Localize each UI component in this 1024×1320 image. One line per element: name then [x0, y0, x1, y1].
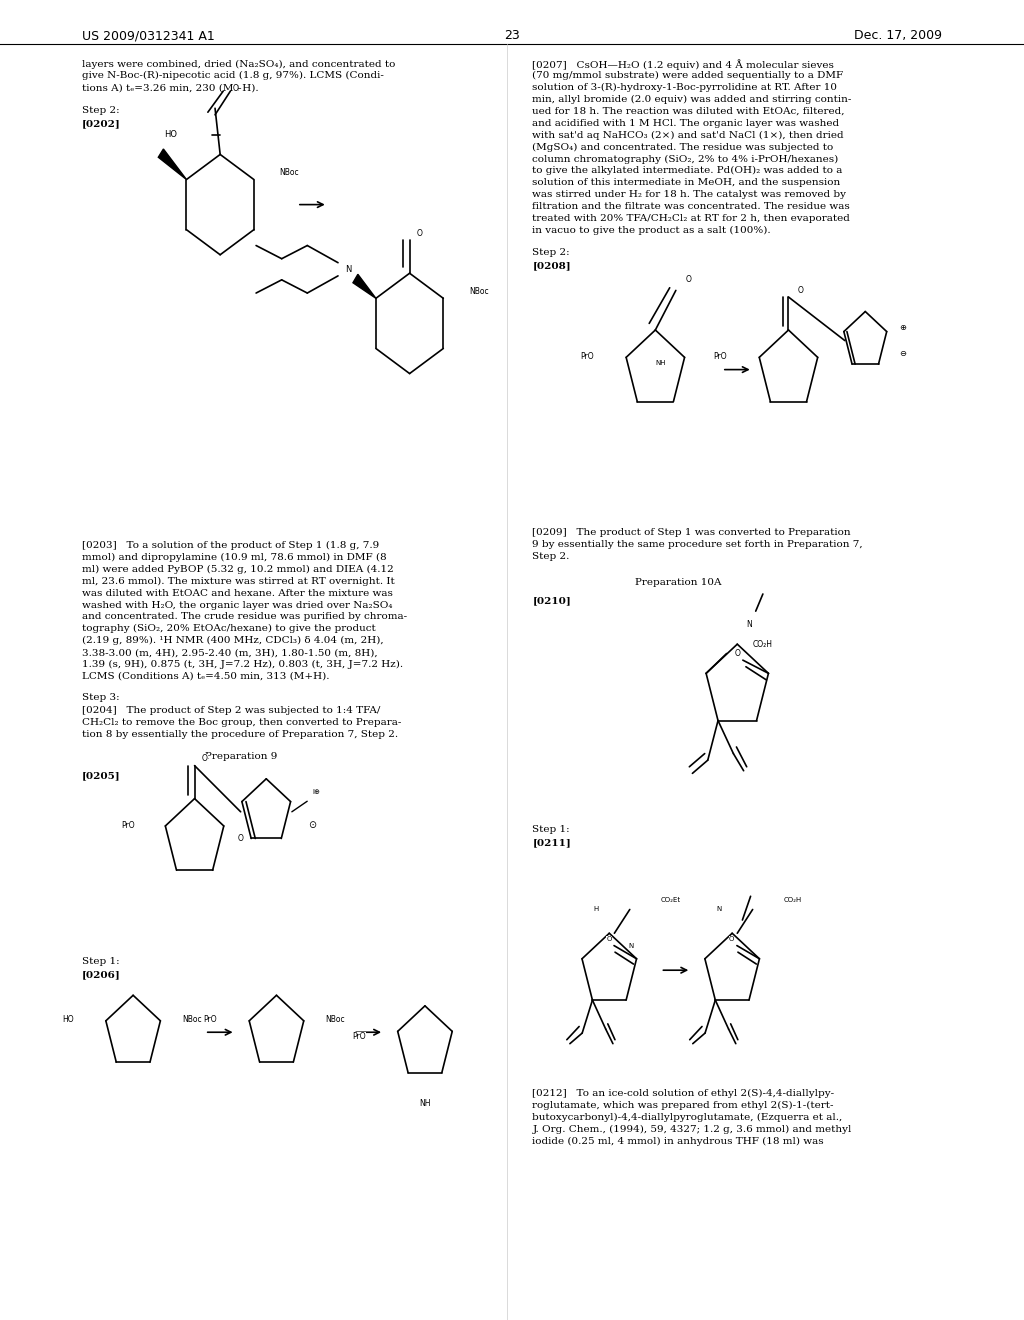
Text: O: O — [417, 230, 423, 238]
Text: give N-Boc-(R)-nipecotic acid (1.8 g, 97%). LCMS (Condi-: give N-Boc-(R)-nipecotic acid (1.8 g, 97… — [82, 71, 384, 81]
Text: min, allyl bromide (2.0 equiv) was added and stirring contin-: min, allyl bromide (2.0 equiv) was added… — [532, 95, 852, 104]
Text: Step 2.: Step 2. — [532, 552, 569, 561]
Text: Step 1:: Step 1: — [532, 825, 570, 834]
Text: Step 1:: Step 1: — [82, 957, 120, 966]
Text: ⊖: ⊖ — [900, 350, 906, 358]
Text: O: O — [798, 286, 804, 294]
Text: O: O — [232, 84, 239, 92]
Text: tion 8 by essentially the procedure of Preparation 7, Step 2.: tion 8 by essentially the procedure of P… — [82, 730, 398, 739]
Text: tography (SiO₂, 20% EtOAc/hexane) to give the product: tography (SiO₂, 20% EtOAc/hexane) to giv… — [82, 624, 376, 634]
Text: O: O — [685, 276, 691, 284]
Polygon shape — [353, 275, 376, 298]
Text: ml, 23.6 mmol). The mixture was stirred at RT overnight. It: ml, 23.6 mmol). The mixture was stirred … — [82, 577, 394, 586]
Text: Step 2:: Step 2: — [532, 248, 570, 257]
Text: O: O — [202, 755, 208, 763]
Text: ml) were added PyBOP (5.32 g, 10.2 mmol) and DIEA (4.12: ml) were added PyBOP (5.32 g, 10.2 mmol)… — [82, 565, 393, 574]
Text: CH₂Cl₂ to remove the Boc group, then converted to Prepara-: CH₂Cl₂ to remove the Boc group, then con… — [82, 718, 401, 727]
Text: Step 2:: Step 2: — [82, 106, 120, 115]
Text: mmol) and dipropylamine (10.9 ml, 78.6 mmol) in DMF (8: mmol) and dipropylamine (10.9 ml, 78.6 m… — [82, 553, 386, 562]
Text: PrO: PrO — [581, 352, 594, 360]
Text: HO: HO — [62, 1015, 74, 1023]
Text: NBoc: NBoc — [469, 288, 488, 296]
Text: (70 mg/mmol substrate) were added sequentially to a DMF: (70 mg/mmol substrate) were added sequen… — [532, 71, 844, 81]
Text: 1.39 (s, 9H), 0.875 (t, 3H, J=7.2 Hz), 0.803 (t, 3H, J=7.2 Hz).: 1.39 (s, 9H), 0.875 (t, 3H, J=7.2 Hz), 0… — [82, 660, 403, 669]
Text: was diluted with EtOAC and hexane. After the mixture was: was diluted with EtOAC and hexane. After… — [82, 589, 393, 598]
Text: ⊙: ⊙ — [308, 820, 316, 830]
Text: and concentrated. The crude residue was purified by chroma-: and concentrated. The crude residue was … — [82, 612, 408, 622]
Text: with sat'd aq NaHCO₃ (2×) and sat'd NaCl (1×), then dried: with sat'd aq NaHCO₃ (2×) and sat'd NaCl… — [532, 131, 844, 140]
Text: was stirred under H₂ for 18 h. The catalyst was removed by: was stirred under H₂ for 18 h. The catal… — [532, 190, 847, 199]
Text: column chromatography (SiO₂, 2% to 4% i-PrOH/hexanes): column chromatography (SiO₂, 2% to 4% i-… — [532, 154, 839, 164]
Text: [0209]   The product of Step 1 was converted to Preparation: [0209] The product of Step 1 was convert… — [532, 528, 851, 537]
Text: 23: 23 — [504, 29, 520, 42]
Text: HO: HO — [164, 131, 177, 139]
Text: [0205]: [0205] — [82, 771, 121, 780]
Text: [0206]: [0206] — [82, 970, 121, 979]
Text: [0211]: [0211] — [532, 838, 571, 847]
Text: and acidified with 1 M HCl. The organic layer was washed: and acidified with 1 M HCl. The organic … — [532, 119, 840, 128]
Text: Dec. 17, 2009: Dec. 17, 2009 — [854, 29, 942, 42]
Text: Preparation 10A: Preparation 10A — [635, 578, 721, 587]
Text: roglutamate, which was prepared from ethyl 2(S)-1-(tert-: roglutamate, which was prepared from eth… — [532, 1101, 834, 1110]
Text: [0210]: [0210] — [532, 597, 571, 606]
Text: PrO: PrO — [204, 1015, 217, 1023]
Polygon shape — [159, 149, 186, 180]
Text: N: N — [746, 620, 753, 628]
Text: N: N — [345, 265, 351, 273]
Text: O: O — [238, 834, 244, 842]
Text: [0204]   The product of Step 2 was subjected to 1:4 TFA/: [0204] The product of Step 2 was subject… — [82, 706, 380, 715]
Text: LCMS (Conditions A) tₑ=4.50 min, 313 (M+H).: LCMS (Conditions A) tₑ=4.50 min, 313 (M+… — [82, 672, 330, 681]
Text: 9 by essentially the same procedure set forth in Preparation 7,: 9 by essentially the same procedure set … — [532, 540, 863, 549]
Text: (MgSO₄) and concentrated. The residue was subjected to: (MgSO₄) and concentrated. The residue wa… — [532, 143, 834, 152]
Text: NH: NH — [655, 360, 666, 366]
Text: butoxycarbonyl)-4,4-diallylpyroglutamate, (Ezquerra et al.,: butoxycarbonyl)-4,4-diallylpyroglutamate… — [532, 1113, 843, 1122]
Text: ued for 18 h. The reaction was diluted with EtOAc, filtered,: ued for 18 h. The reaction was diluted w… — [532, 107, 845, 116]
Text: NH: NH — [419, 1100, 431, 1107]
Text: layers were combined, dried (Na₂SO₄), and concentrated to: layers were combined, dried (Na₂SO₄), an… — [82, 59, 395, 69]
Text: PrO: PrO — [714, 352, 727, 360]
Text: Step 3:: Step 3: — [82, 693, 120, 702]
Text: [0212]   To an ice-cold solution of ethyl 2(S)-4,4-diallylpy-: [0212] To an ice-cold solution of ethyl … — [532, 1089, 835, 1098]
Text: PrO: PrO — [122, 821, 135, 829]
Text: NBoc: NBoc — [182, 1015, 202, 1023]
Text: solution of 3-(R)-hydroxy-1-Boc-pyrrolidine at RT. After 10: solution of 3-(R)-hydroxy-1-Boc-pyrrolid… — [532, 83, 838, 92]
Text: [0208]: [0208] — [532, 261, 571, 271]
Text: N: N — [629, 942, 634, 949]
Text: solution of this intermediate in MeOH, and the suspension: solution of this intermediate in MeOH, a… — [532, 178, 841, 187]
Text: H: H — [594, 907, 599, 912]
Text: iodide (0.25 ml, 4 mmol) in anhydrous THF (18 ml) was: iodide (0.25 ml, 4 mmol) in anhydrous TH… — [532, 1137, 824, 1146]
Text: CO₂Et: CO₂Et — [660, 898, 681, 903]
Text: filtration and the filtrate was concentrated. The residue was: filtration and the filtrate was concentr… — [532, 202, 850, 211]
Text: treated with 20% TFA/CH₂Cl₂ at RT for 2 h, then evaporated: treated with 20% TFA/CH₂Cl₂ at RT for 2 … — [532, 214, 850, 223]
Text: [0207]   CsOH—H₂O (1.2 equiv) and 4 Å molecular sieves: [0207] CsOH—H₂O (1.2 equiv) and 4 Å mole… — [532, 59, 835, 70]
Text: Preparation 9: Preparation 9 — [205, 752, 278, 762]
Text: in vacuo to give the product as a salt (100%).: in vacuo to give the product as a salt (… — [532, 226, 771, 235]
Text: ⊕: ⊕ — [900, 323, 906, 331]
Text: washed with H₂O, the organic layer was dried over Na₂SO₄: washed with H₂O, the organic layer was d… — [82, 601, 392, 610]
Text: US 2009/0312341 A1: US 2009/0312341 A1 — [82, 29, 215, 42]
Text: NBoc: NBoc — [326, 1015, 345, 1023]
Text: PrO: PrO — [352, 1032, 366, 1040]
Text: O: O — [735, 649, 740, 659]
Text: CO₂H: CO₂H — [753, 640, 772, 649]
Text: (2.19 g, 89%). ¹H NMR (400 MHz, CDCl₃) δ 4.04 (m, 2H),: (2.19 g, 89%). ¹H NMR (400 MHz, CDCl₃) δ… — [82, 636, 384, 645]
Text: I⊕: I⊕ — [312, 789, 321, 795]
Text: N: N — [717, 907, 722, 912]
Text: NBoc: NBoc — [280, 169, 299, 177]
Text: [0203]   To a solution of the product of Step 1 (1.8 g, 7.9: [0203] To a solution of the product of S… — [82, 541, 379, 550]
Text: to give the alkylated intermediate. Pd(OH)₂ was added to a: to give the alkylated intermediate. Pd(O… — [532, 166, 843, 176]
Text: [0202]: [0202] — [82, 119, 121, 128]
Text: J. Org. Chem., (1994), 59, 4327; 1.2 g, 3.6 mmol) and methyl: J. Org. Chem., (1994), 59, 4327; 1.2 g, … — [532, 1125, 852, 1134]
Text: O: O — [606, 936, 611, 942]
Text: CO₂H: CO₂H — [783, 898, 802, 903]
Text: 3.38-3.00 (m, 4H), 2.95-2.40 (m, 3H), 1.80-1.50 (m, 8H),: 3.38-3.00 (m, 4H), 2.95-2.40 (m, 3H), 1.… — [82, 648, 378, 657]
Text: tions A) tₑ=3.26 min, 230 (M+H).: tions A) tₑ=3.26 min, 230 (M+H). — [82, 83, 258, 92]
Text: O: O — [729, 936, 734, 942]
